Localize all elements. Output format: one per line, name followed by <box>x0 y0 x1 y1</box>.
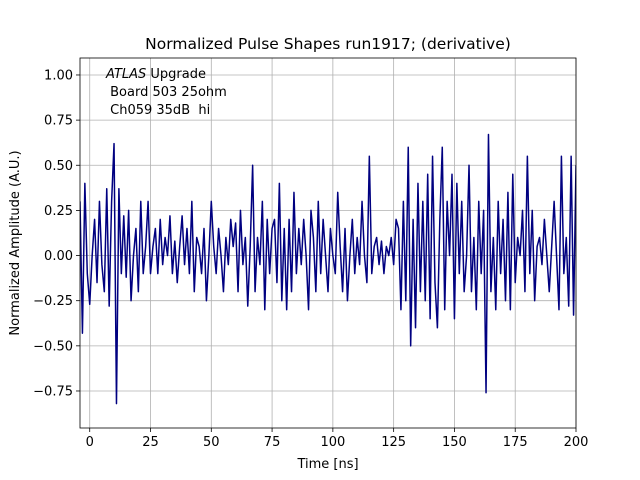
data-line <box>80 133 576 405</box>
chart-title: Normalized Pulse Shapes run1917; (deriva… <box>145 35 511 53</box>
x-axis-label: Time [ns] <box>296 457 358 472</box>
axes-frame <box>79 57 577 429</box>
x-tick-label: 175 <box>503 435 528 450</box>
annotation-line: Upgrade <box>146 67 206 82</box>
y-tick-label: 1.00 <box>44 68 73 83</box>
y-tick-label: −0.25 <box>33 294 73 309</box>
y-axis-label: Normalized Amplitude (A.U.) <box>8 150 23 335</box>
y-tick-label: 0.75 <box>44 114 73 129</box>
grid-group <box>76 58 577 432</box>
y-tick-label: 0.00 <box>44 249 73 264</box>
annotation: ATLAS Upgrade <box>105 67 206 82</box>
y-tick-label: −0.75 <box>33 384 73 399</box>
y-tick-label: 0.25 <box>44 204 73 219</box>
x-tick-label: 200 <box>564 435 589 450</box>
y-tick-label: −0.50 <box>33 339 73 354</box>
x-tick-label: 100 <box>320 435 345 450</box>
annotation-italic: ATLAS <box>105 67 146 82</box>
x-tick-label: 75 <box>264 435 281 450</box>
x-tick-label: 0 <box>86 435 94 450</box>
annotation-line: Ch059 35dB hi <box>106 103 210 118</box>
x-tick-label: 25 <box>142 435 159 450</box>
annotation-line: Board 503 25ohm <box>106 85 227 100</box>
x-tick-label: 50 <box>203 435 220 450</box>
x-tick-label: 125 <box>381 435 406 450</box>
y-tick-label: 0.50 <box>44 159 73 174</box>
x-tick-label: 150 <box>442 435 467 450</box>
plot-area <box>80 133 576 405</box>
